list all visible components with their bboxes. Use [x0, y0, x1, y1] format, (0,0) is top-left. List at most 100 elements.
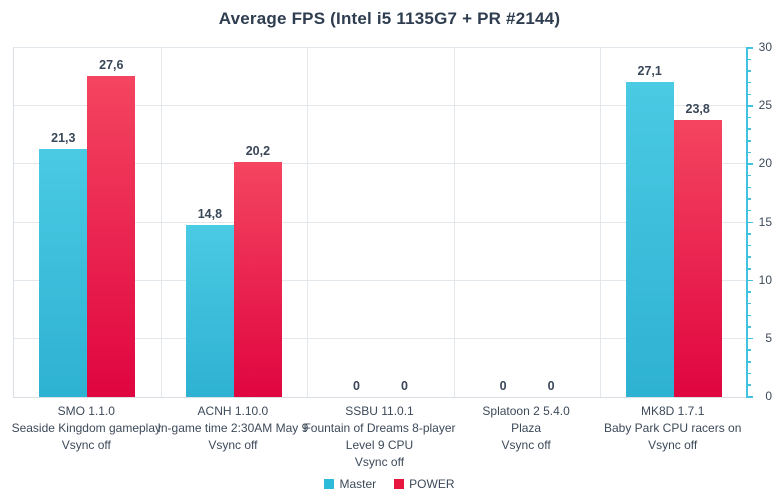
bar-power: 23,8: [673, 102, 722, 397]
y-axis-minor-tick: [748, 361, 751, 363]
y-axis-tick-label: 15: [758, 214, 772, 229]
y-axis-minor-tick: [748, 372, 751, 375]
category-label-line: Seaside Kingdom gameplay: [11, 421, 162, 435]
y-axis-minor-tick: [748, 70, 751, 72]
bar-value-label: 23,8: [685, 102, 710, 117]
category-label-line: SSBU 11.0.1: [345, 404, 414, 418]
bar-group: 14,8 20,2: [161, 48, 308, 397]
y-axis-tick-label: 25: [758, 98, 772, 113]
bar-value-label: 0: [547, 379, 555, 393]
category-label-line: Vsync off: [648, 438, 698, 452]
y-axis-minor-tick: [748, 209, 751, 212]
y-axis-minor-tick: [748, 81, 751, 84]
bar-value-label: 0: [499, 379, 507, 393]
y-axis: 0 5 10 15 20 25 30: [746, 40, 779, 403]
y-axis-minor-tick: [748, 186, 751, 189]
category-label-line: Vsync off: [501, 438, 551, 452]
category-label-line: ACNH 1.10.0: [197, 404, 269, 418]
bar-value-label: 21,3: [51, 131, 76, 146]
bar-value-label: 27,6: [99, 57, 124, 72]
y-axis-minor-tick: [748, 198, 751, 200]
y-axis-tick-label: 20: [758, 156, 772, 171]
y-axis-minor-tick: [748, 151, 751, 154]
bar-value-label: 20,2: [245, 144, 271, 159]
y-axis-minor-tick: [748, 233, 751, 235]
bar-value-label: 0: [401, 379, 408, 393]
y-axis-minor-tick: [748, 326, 751, 328]
y-axis-minor-tick: [748, 384, 751, 386]
y-axis-minor-tick: [748, 291, 751, 293]
legend-swatch-master: [324, 479, 335, 489]
y-axis-major-tick: [748, 221, 753, 223]
category-label: MK8D 1.7.1 Baby Park CPU racers on Vsync o…: [599, 403, 746, 454]
gridline-vertical: [453, 48, 455, 397]
bar-value-label: 27,1: [637, 63, 662, 78]
y-axis-line: [746, 47, 748, 398]
category-labels: SMO 1.1.0 Seaside Kingdom gameplay Vsync o…: [0, 403, 779, 478]
y-axis-tick-label: 5: [765, 330, 772, 345]
category-label-line: Fountain of Dreams 8-player: [303, 421, 456, 435]
category-label-line: MK8D 1.7.1: [641, 404, 705, 418]
y-axis-tick-label: 10: [758, 272, 772, 287]
gridline-vertical: [307, 48, 309, 397]
legend-label: POWER: [409, 477, 455, 491]
bar-group: 27,1 23,8: [600, 48, 747, 397]
category-label-line: Plaza: [511, 421, 542, 435]
legend-label: Master: [339, 477, 377, 491]
y-axis-minor-tick: [748, 116, 751, 119]
gridline-horizontal: [14, 279, 747, 281]
gridline-horizontal: [14, 105, 747, 107]
gridline-horizontal: [14, 47, 747, 48]
category-label: SSBU 11.0.1 Fountain of Dreams 8-player Le…: [303, 403, 456, 471]
bar-value-label: 14,8: [197, 206, 223, 221]
legend-item-power: POWER: [394, 477, 455, 491]
y-axis-minor-tick: [748, 140, 751, 142]
legend: Master POWER: [0, 477, 779, 491]
bar-power: 27,6: [87, 58, 136, 397]
gridline-horizontal: [14, 221, 747, 223]
bar-value-label: 0: [353, 379, 360, 393]
y-axis-minor-tick: [748, 128, 751, 130]
y-axis-major-tick: [748, 163, 753, 165]
y-axis-minor-tick: [748, 302, 751, 305]
category-label-line: Splatoon 2 5.4.0: [482, 404, 570, 418]
y-axis-major-tick: [748, 47, 753, 49]
legend-item-master: Master: [324, 477, 376, 491]
y-axis-tick-label: 30: [758, 40, 772, 54]
bar-power: 20,2: [233, 144, 282, 397]
bar-master: 27,1: [625, 64, 674, 397]
y-axis-minor-tick: [748, 244, 751, 247]
category-label-line: Baby Park CPU racers on: [603, 421, 742, 435]
plot-area: 21,3 27,6 14,8 20,2 0 0 0 0 27,1 23,8: [13, 47, 747, 398]
y-axis-tick-label: 0: [765, 389, 772, 403]
y-axis-major-tick: [748, 337, 753, 340]
y-axis-minor-tick: [748, 256, 751, 258]
chart-title: Average FPS (Intel i5 1135G7 + PR #2144): [218, 9, 561, 28]
y-axis-minor-tick: [748, 174, 751, 177]
category-label: Splatoon 2 5.4.0 Plaza Vsync off: [453, 403, 600, 454]
gridline-horizontal: [14, 337, 747, 339]
category-label: SMO 1.1.0 Seaside Kingdom gameplay Vsync o…: [11, 403, 162, 454]
category-label-line: Vsync off: [208, 438, 258, 452]
gridline-horizontal: [14, 163, 747, 165]
y-axis-minor-tick: [748, 58, 751, 61]
bar-group: 21,3 27,6: [14, 48, 161, 397]
category-label-line: Vsync off: [61, 438, 111, 452]
y-axis-major-tick: [748, 396, 753, 398]
legend-swatch-power: [394, 479, 405, 489]
category-label-line: SMO 1.1.0: [57, 404, 115, 418]
y-axis-minor-tick: [748, 349, 751, 351]
y-axis-minor-tick: [748, 93, 751, 96]
bar-master: 21,3: [39, 131, 88, 397]
y-axis-minor-tick: [748, 314, 751, 317]
category-label-line: In-game time 2:30AM May 9: [157, 421, 309, 435]
y-axis-minor-tick: [748, 268, 751, 270]
category-label: ACNH 1.10.0 In-game time 2:30AM May 9 Vsyn…: [157, 403, 309, 454]
gridline-vertical: [160, 48, 162, 397]
bar-master: 14,8: [185, 207, 234, 397]
y-axis-major-tick: [748, 105, 753, 107]
category-label-line: Level 9 CPU: [345, 438, 414, 452]
